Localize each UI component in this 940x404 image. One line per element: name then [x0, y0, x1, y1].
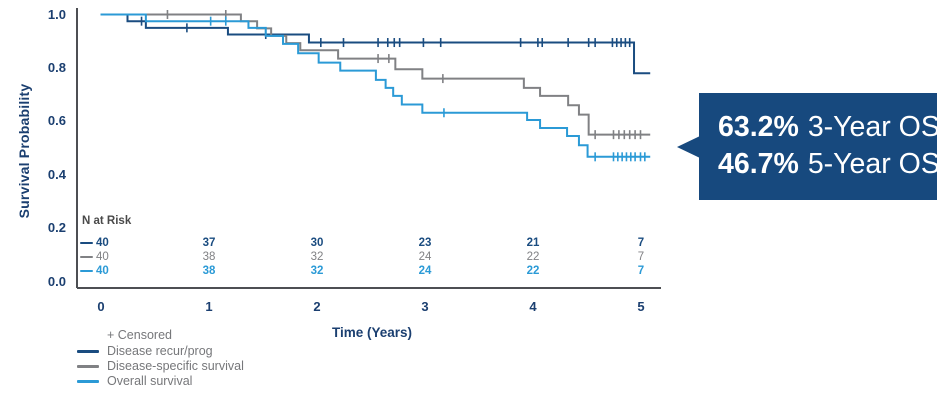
callout-arrow-icon: [677, 136, 700, 158]
y-tick-label: 0.6: [47, 113, 66, 128]
x-axis-title: Time (Years): [331, 325, 413, 340]
x-tick-label: 0: [97, 299, 105, 314]
n-at-risk-count: 37: [202, 237, 216, 249]
series-curve-disease-recur-prog: [100, 13, 651, 75]
legend-label-disease-specific-survival: Disease-specific survival: [107, 359, 244, 373]
n-at-risk-count: 40: [96, 251, 109, 263]
legend-swatch-disease-recur-prog: [77, 350, 99, 353]
y-tick-label: 0.2: [47, 220, 66, 235]
x-tick-label: 2: [313, 299, 321, 314]
n-at-risk-count: 24: [418, 251, 432, 263]
n-at-risk-count: 32: [310, 265, 324, 277]
n-at-risk-count: 7: [637, 251, 645, 263]
legend-label-disease-recur-prog: Disease recur/prog: [107, 344, 213, 358]
n-at-risk-count: 38: [202, 251, 216, 263]
n-at-risk-count: 21: [526, 237, 540, 249]
n-at-risk-count: 40: [96, 237, 109, 249]
n-at-risk-swatch-disease-recur-prog: [80, 242, 93, 244]
n-at-risk-count: 22: [526, 251, 540, 263]
y-tick-label: 0.4: [47, 167, 66, 182]
callout-5yr-value: 46.7%: [718, 148, 799, 180]
callout-os-stats: 63.2% 3-Year OS 46.7% 5-Year OS: [677, 93, 940, 200]
callout-3yr-label: 3-Year OS: [807, 111, 940, 143]
x-tick-label: 4: [529, 299, 537, 314]
callout-line-3yr: 63.2% 3-Year OS: [718, 109, 940, 146]
n-at-risk-count: 38: [202, 265, 216, 277]
series-curve-overall-survival: [100, 13, 651, 158]
n-at-risk-swatch-overall-survival: [80, 270, 93, 272]
n-at-risk-title: N at Risk: [82, 215, 132, 227]
legend-swatch-disease-specific-survival: [77, 365, 99, 368]
callout-5yr-label: 5-Year OS: [807, 148, 940, 180]
n-at-risk-count: 40: [96, 265, 109, 277]
n-at-risk-count: 23: [418, 237, 432, 249]
n-at-risk-count: 30: [310, 237, 324, 249]
x-tick-label: 3: [421, 299, 429, 314]
legend-censored-label: + Censored: [107, 328, 172, 342]
y-tick-label: 0.0: [47, 274, 66, 289]
x-tick-label: 1: [205, 299, 213, 314]
y-tick-label: 1.0: [47, 7, 66, 22]
n-at-risk-count: 24: [418, 265, 432, 277]
callout-line-5yr: 46.7% 5-Year OS: [718, 146, 940, 183]
legend-swatch-overall-survival: [77, 380, 99, 383]
callout-text: 63.2% 3-Year OS 46.7% 5-Year OS: [699, 93, 940, 183]
n-at-risk-count: 22: [526, 265, 540, 277]
n-at-risk-swatch-disease-specific-survival: [80, 256, 93, 258]
legend-label-overall-survival: Overall survival: [107, 374, 193, 388]
n-at-risk-count: 7: [637, 265, 645, 277]
callout-3yr-value: 63.2%: [718, 111, 799, 143]
n-at-risk-count: 32: [310, 251, 324, 263]
y-tick-label: 0.8: [47, 60, 66, 75]
n-at-risk-count: 7: [637, 237, 645, 249]
x-tick-label: 5: [637, 299, 645, 314]
